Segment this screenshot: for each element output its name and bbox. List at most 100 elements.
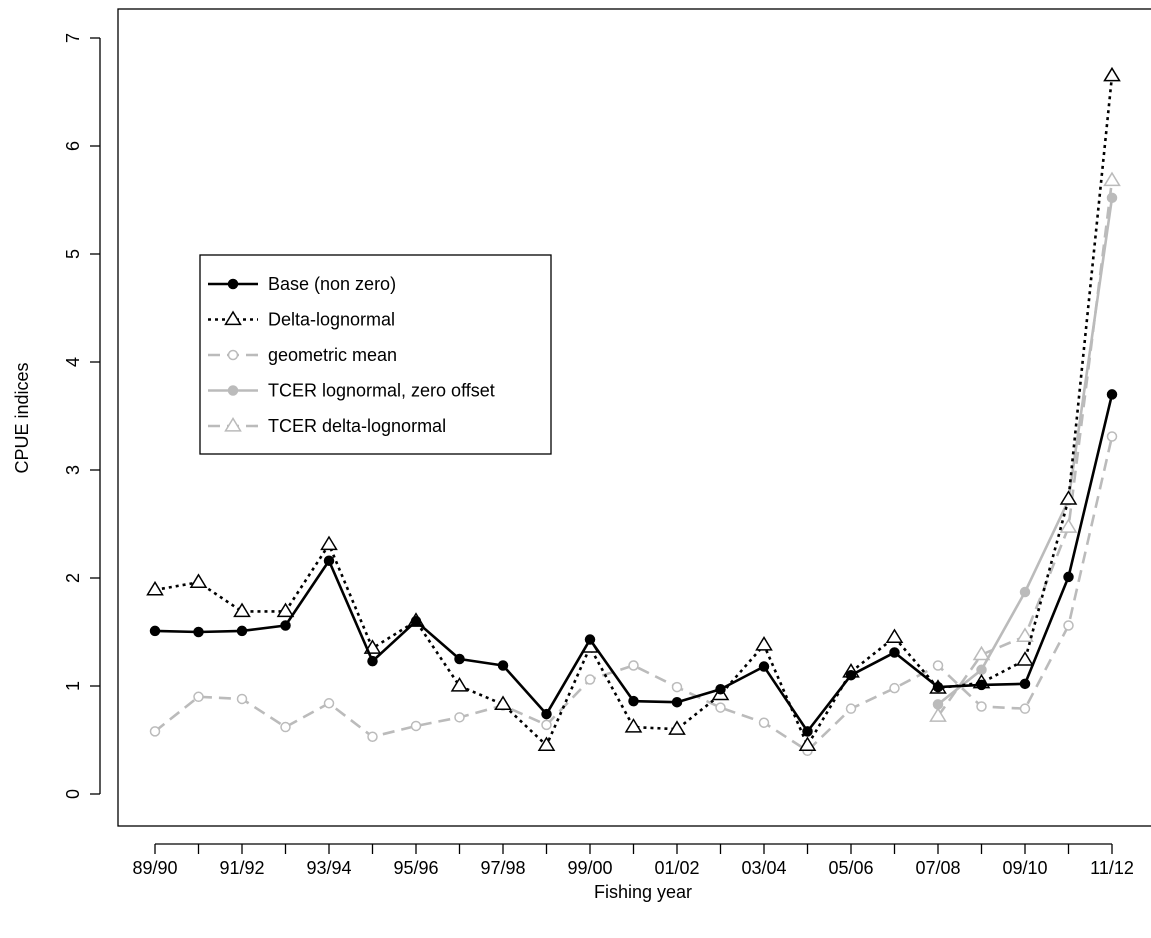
data-point <box>1103 66 1121 82</box>
x-tick-label: 07/08 <box>915 858 960 878</box>
legend-label: TCER lognormal, zero offset <box>268 381 495 401</box>
x-tick-label: 95/96 <box>393 858 438 878</box>
series-0 <box>149 389 1118 737</box>
data-point <box>367 655 378 667</box>
series-layer <box>146 66 1121 757</box>
data-point <box>454 653 465 665</box>
legend-label: Delta-lognormal <box>268 310 395 330</box>
data-point <box>193 626 204 638</box>
legend-label: Base (non zero) <box>268 274 396 294</box>
x-tick-label: 01/02 <box>654 858 699 878</box>
y-tick-label: 4 <box>63 357 83 367</box>
data-point <box>1106 389 1118 400</box>
data-point <box>454 712 465 723</box>
data-point <box>929 707 947 722</box>
data-point <box>537 736 556 752</box>
data-point <box>932 660 944 671</box>
data-point <box>628 660 639 671</box>
x-tick-label: 91/92 <box>219 858 264 878</box>
data-point <box>1059 490 1078 505</box>
data-point <box>320 535 338 551</box>
data-point <box>280 620 291 631</box>
legend-label: geometric mean <box>268 345 397 365</box>
data-point <box>149 726 161 737</box>
plot-frame <box>117 8 1151 827</box>
data-point <box>450 677 469 692</box>
data-point <box>233 602 251 618</box>
data-point <box>1059 518 1078 533</box>
data-point <box>410 615 422 627</box>
legend-swatch-marker <box>227 349 239 361</box>
data-point <box>497 660 509 671</box>
y-tick-label: 3 <box>63 465 83 475</box>
x-tick-label: 09/10 <box>1002 858 1047 878</box>
data-point <box>798 736 817 752</box>
y-tick-label: 0 <box>63 789 83 799</box>
y-tick-label: 6 <box>63 141 83 151</box>
data-point <box>758 661 770 672</box>
data-point <box>628 695 639 707</box>
x-tick-label: 11/12 <box>1090 858 1134 878</box>
series-3 <box>932 192 1118 710</box>
legend-swatch-marker <box>227 278 239 290</box>
data-point <box>276 602 295 618</box>
y-tick-label: 5 <box>63 249 83 259</box>
legend-label: TCER delta-lognormal <box>268 416 446 436</box>
data-point <box>976 679 987 691</box>
x-tick-label: 93/94 <box>306 858 351 878</box>
data-point <box>236 693 248 705</box>
data-point <box>149 625 161 637</box>
data-point <box>323 555 335 566</box>
data-point <box>671 696 683 708</box>
legend: Base (non zero) Delta-lognormal geometric … <box>199 254 552 455</box>
data-point <box>189 573 208 588</box>
data-point <box>541 719 552 731</box>
data-point <box>193 691 204 703</box>
data-point <box>494 695 512 710</box>
data-point <box>715 702 726 713</box>
data-point <box>624 718 643 733</box>
x-tick-label: 97/98 <box>480 858 525 878</box>
data-point <box>668 720 686 735</box>
data-point <box>976 664 987 676</box>
legend-swatch-marker <box>227 385 239 396</box>
data-point <box>1063 620 1074 631</box>
y-tick-label: 7 <box>63 33 83 43</box>
data-point <box>972 645 991 661</box>
data-point <box>367 731 378 743</box>
data-point <box>1106 431 1118 442</box>
y-tick-label: 1 <box>63 681 83 691</box>
x-tick-label: 05/06 <box>828 858 873 878</box>
data-point <box>715 683 726 695</box>
series-line <box>154 436 1114 753</box>
legend-swatch-marker <box>224 310 242 326</box>
data-point <box>976 701 987 712</box>
series-4 <box>929 171 1121 722</box>
data-point <box>1019 586 1031 598</box>
series-2 <box>149 431 1118 757</box>
data-point <box>802 726 813 737</box>
data-point <box>1016 651 1034 666</box>
data-point <box>932 681 944 693</box>
data-point <box>146 580 164 596</box>
y-axis: 0 1 2 3 4 5 6 7 <box>63 33 101 799</box>
data-point <box>845 703 857 714</box>
data-point <box>1019 703 1031 714</box>
data-point <box>671 681 683 693</box>
data-point <box>584 634 596 645</box>
data-point <box>1016 627 1034 642</box>
x-axis: 89/90 91/92 93/94 95/96 97/98 99/00 01/02 03/04… <box>132 843 1134 878</box>
data-point <box>1103 171 1121 187</box>
x-axis-title: Fishing year <box>594 882 692 902</box>
data-point <box>755 636 773 651</box>
data-point <box>1063 571 1074 583</box>
y-tick-label: 2 <box>63 573 83 583</box>
data-point <box>885 628 904 644</box>
data-point <box>1019 678 1031 690</box>
legend-box <box>199 254 552 455</box>
data-point <box>410 720 422 732</box>
data-point <box>236 625 248 637</box>
legend-swatch-marker <box>224 417 242 432</box>
x-tick-label: 03/04 <box>741 858 786 878</box>
